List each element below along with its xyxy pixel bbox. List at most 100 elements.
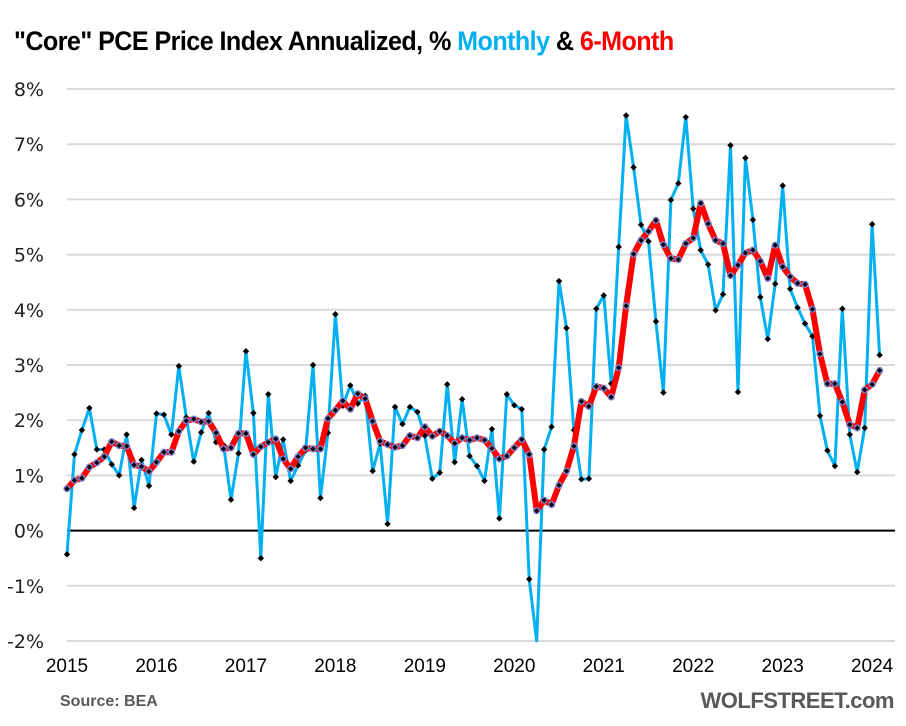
six-month-point — [332, 407, 338, 413]
six-month-point — [563, 468, 570, 474]
monthly-point — [667, 196, 675, 204]
six-month-point — [109, 439, 115, 445]
monthly-point — [63, 551, 71, 558]
six-month-point — [414, 435, 420, 441]
six-month-point — [668, 255, 674, 262]
six-month-point — [765, 275, 771, 281]
monthly-point — [526, 575, 533, 583]
six-month-point — [355, 391, 361, 397]
six-month-point — [757, 258, 763, 264]
six-month-point — [302, 445, 309, 451]
monthly-point — [473, 462, 481, 470]
six-month-point — [138, 463, 145, 470]
six-month-point — [191, 416, 197, 422]
six-month-point — [541, 497, 547, 503]
monthly-point — [839, 305, 846, 312]
six-month-point — [683, 240, 689, 247]
six-month-point — [735, 262, 741, 268]
six-month-point — [429, 433, 435, 439]
monthly-point — [742, 154, 749, 162]
monthly-point — [160, 411, 168, 418]
monthly-point — [347, 382, 354, 389]
monthly-point — [242, 348, 250, 355]
monthly-point — [563, 324, 570, 332]
six-month-point — [586, 403, 592, 409]
monthly-point — [585, 475, 593, 482]
brand-watermark: WOLFSTREET.com — [700, 688, 895, 713]
six-month-point — [876, 367, 883, 374]
six-month-point — [265, 439, 271, 445]
six-month-point — [183, 418, 189, 424]
monthly-point — [757, 293, 764, 301]
six-month-point — [206, 418, 212, 424]
monthly-point — [548, 423, 555, 431]
six-month-line — [64, 200, 883, 514]
six-month-point — [146, 468, 152, 475]
monthly-point — [123, 431, 130, 438]
six-month-point — [273, 436, 279, 442]
six-month-point — [720, 240, 726, 247]
six-month-point — [623, 303, 629, 309]
monthly-point — [652, 318, 660, 325]
six-month-point — [869, 381, 875, 387]
six-month-point — [399, 442, 406, 449]
six-month-point — [168, 449, 174, 455]
y-tick-label: 0% — [14, 521, 44, 543]
six-month-point — [839, 399, 845, 405]
monthly-point — [108, 461, 115, 468]
six-month-point — [250, 451, 256, 458]
monthly-point — [682, 113, 689, 121]
monthly-point — [637, 221, 645, 228]
six-month-point — [377, 438, 383, 444]
six-month-point — [384, 441, 391, 448]
six-month-point — [198, 419, 204, 425]
x-tick-label: 2015 — [46, 656, 88, 677]
monthly-point — [801, 320, 809, 327]
monthly-point — [406, 403, 414, 411]
x-tick-label: 2022 — [672, 656, 714, 677]
monthly-point — [190, 458, 197, 465]
monthly-point — [764, 335, 771, 343]
six-month-point — [556, 482, 562, 488]
monthly-point — [593, 305, 600, 312]
six-month-point — [630, 251, 637, 257]
six-month-point — [220, 446, 227, 452]
x-tick-label: 2016 — [135, 656, 177, 677]
title-prefix: "Core" PCE Price Index Annualized, % — [14, 26, 458, 56]
six-month-point — [780, 264, 786, 270]
monthly-point — [749, 216, 757, 224]
monthly-point — [175, 362, 183, 370]
six-month-point — [295, 454, 301, 460]
six-month-point — [452, 440, 458, 446]
monthly-point — [115, 472, 123, 479]
six-month-point — [258, 444, 264, 450]
monthly-point — [555, 277, 563, 285]
six-month-point — [437, 428, 443, 434]
monthly-point — [675, 180, 682, 187]
monthly-point — [496, 515, 503, 522]
six-month-point — [422, 424, 428, 430]
six-month-point — [727, 272, 734, 279]
monthly-point — [704, 261, 712, 268]
monthly-point — [145, 482, 153, 490]
monthly-point — [622, 112, 630, 119]
monthly-point — [786, 285, 794, 293]
monthly-point — [600, 292, 607, 299]
monthly-point — [727, 142, 734, 149]
six-month-point — [794, 280, 801, 286]
six-month-point — [824, 381, 831, 387]
six-month-point — [593, 383, 599, 390]
six-month-point — [817, 351, 823, 357]
monthly-point — [734, 388, 742, 396]
y-tick-label: 6% — [14, 189, 44, 211]
y-tick-label: 4% — [14, 300, 44, 322]
six-month-point — [698, 200, 704, 206]
monthly-point — [414, 408, 421, 416]
x-tick-label: 2021 — [583, 656, 625, 677]
six-month-point — [228, 445, 234, 451]
monthly-point — [719, 291, 727, 298]
six-month-point — [519, 436, 525, 443]
six-month-point — [235, 430, 242, 437]
six-month-point — [712, 237, 719, 243]
monthly-point — [309, 361, 317, 369]
